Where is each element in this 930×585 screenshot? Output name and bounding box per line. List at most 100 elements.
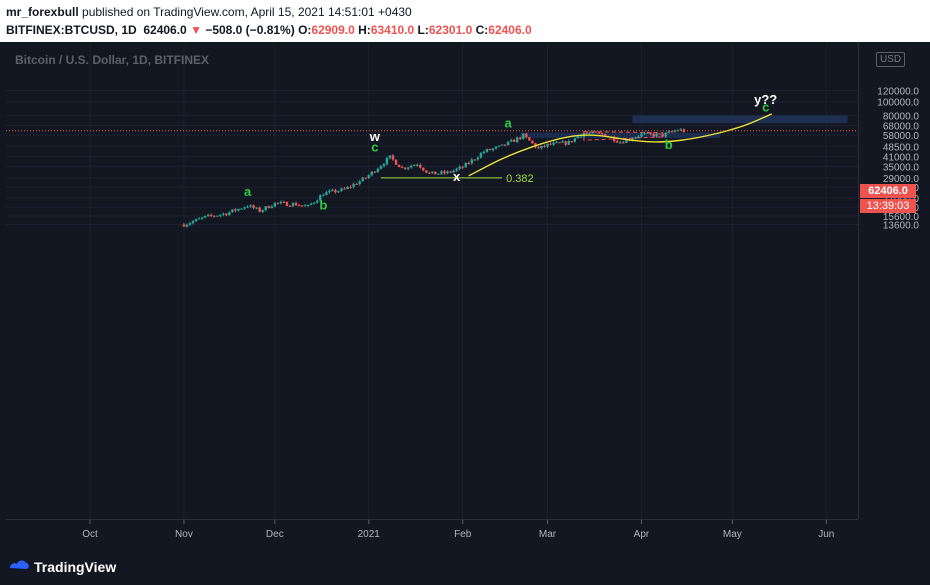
open-value: 62909.0 [311,23,355,37]
chart-title: Bitcoin / U.S. Dollar, 1D, BITFINEX [15,53,210,67]
candle-body [200,217,204,219]
candle-body [237,208,240,211]
candle-body [425,170,428,173]
y-tick-label: 68000.0 [883,121,920,132]
candle-body [367,175,370,179]
candle-body [667,131,670,133]
chart-plot-area[interactable]: 0.382 a b w c x a b y?? c [6,42,858,519]
candle-body [316,200,319,203]
candle-body [246,206,249,208]
candle-body [191,221,195,224]
candle-body [309,203,313,205]
candle-body [231,209,234,213]
candle-body [234,209,237,211]
triangle-pattern [583,131,664,141]
open-label: O: [298,23,312,37]
candle-body [616,141,619,143]
y-tick-label: 15600.0 [883,212,920,223]
wave-label: b [665,137,673,152]
high-label: H: [358,23,371,37]
y-tick-label: 41000.0 [883,153,920,164]
time-axis-labels: Oct Nov Dec 2021 Feb Mar Apr May Jun [82,520,834,540]
candle-body [267,206,270,209]
low-value: 62301.0 [428,23,473,37]
candle-body [506,141,510,146]
x-tick-label: Oct [82,529,98,540]
candle-body [358,181,361,185]
fib-level-label: 0.382 [506,173,534,185]
candle-body [319,195,322,201]
candle-body [646,132,649,134]
y-tick-label: 120000.0 [877,87,919,98]
candle-body [197,218,201,220]
candle-body [282,201,286,203]
candle-body [597,132,601,134]
candle-body [546,143,549,147]
candle-body [228,212,231,216]
candle-body [500,144,504,146]
price-axis-labels: 13600.015600.018000.021000.025000.029000… [877,87,920,232]
wave-label: w [369,129,381,144]
candle-body [397,164,401,168]
candle-body [552,142,555,145]
candle-body [555,142,558,144]
candle-body [352,183,355,188]
candle-body [391,155,395,160]
wave-label: c [371,139,378,154]
candle-body [625,139,628,143]
candle-body [297,205,301,207]
candle-body [537,147,540,149]
price-axis[interactable]: 13600.015600.018000.021000.025000.029000… [858,42,925,519]
candle-body [437,173,440,175]
candle-body [652,133,655,137]
y-tick-label: 48500.0 [883,142,920,153]
author-name[interactable]: mr_forexbull [6,5,79,19]
candle-body [603,134,607,137]
candle-body [255,207,258,209]
publish-info: mr_forexbull published on TradingView.co… [6,5,412,19]
time-axis[interactable]: Oct Nov Dec 2021 Feb Mar Apr May Jun [6,519,858,546]
wave-label: y?? [754,92,777,107]
candle-body [431,171,434,174]
candle-body [558,142,561,144]
candle-body [497,145,501,147]
y-tick-label: 35000.0 [883,162,920,173]
y-tick-label: 13600.0 [883,220,920,231]
candle-body [182,224,186,227]
candle-body [670,131,673,133]
published-text: published on TradingView.com, April 15, … [82,5,412,19]
candle-body [612,137,616,142]
candle-body [455,168,458,171]
candle-body [413,165,416,167]
wave-label: a [505,115,513,130]
candle-body [285,201,289,206]
candle-body [337,191,340,193]
candle-body [467,162,470,164]
candle-body [570,140,573,142]
close-label: C: [475,23,489,37]
candle-body [276,202,280,204]
candle-body [422,167,425,171]
tradingview-brand[interactable]: TradingView [34,559,117,575]
candle-body [549,143,552,145]
support-zone-box [520,132,721,138]
projection-curve [468,113,773,177]
candle-body [485,149,489,152]
candle-body [600,133,604,135]
candle-body [222,213,225,215]
candle-body [340,188,343,192]
candle-body [409,165,413,168]
candle-body [561,141,564,143]
candle-body [328,190,331,193]
currency-badge[interactable]: USD [876,52,906,67]
wave-label: x [453,169,461,184]
candle-body [361,177,364,182]
candle-body [419,164,422,168]
high-value: 63410.0 [370,23,415,37]
candle-body [682,129,686,132]
y-tick-label: 100000.0 [877,98,919,109]
x-tick-label: 2021 [358,529,381,540]
candle-body [261,209,264,212]
candle-body [376,168,380,173]
